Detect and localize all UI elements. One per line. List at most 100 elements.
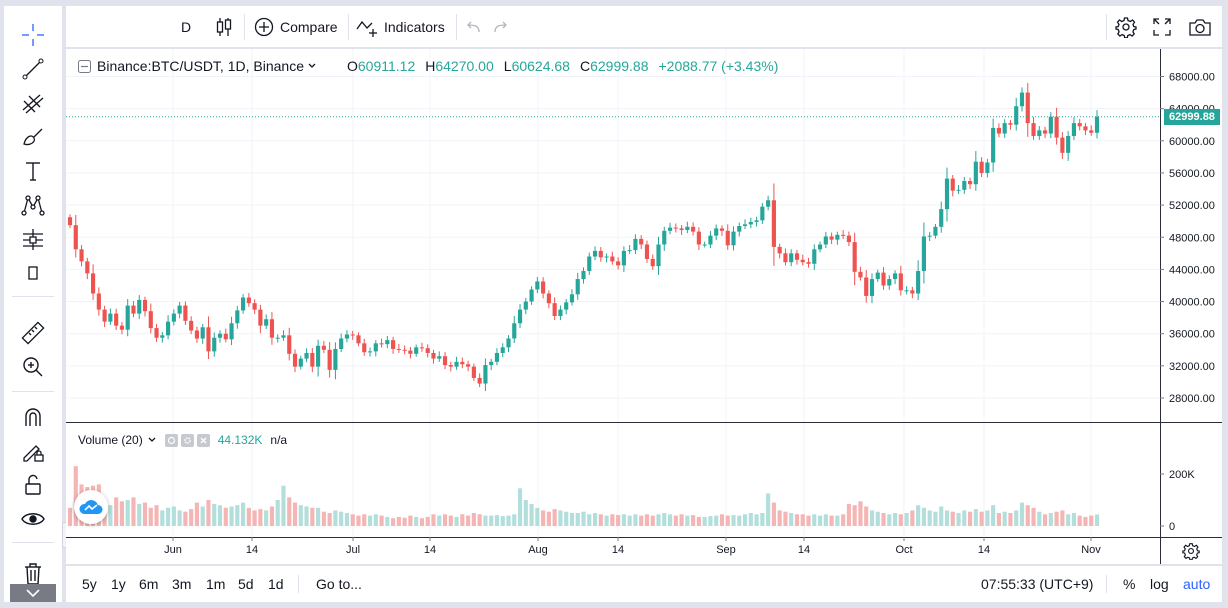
range-1y[interactable]: 1y — [111, 576, 126, 592]
measure-tool[interactable] — [4, 318, 62, 348]
chart-area[interactable]: 68000.0064000.0060000.0056000.0052000.00… — [66, 49, 1222, 564]
eye-icon[interactable] — [164, 433, 178, 447]
volume-bar — [142, 502, 148, 526]
chevron-down-icon[interactable] — [147, 436, 157, 444]
range-1d[interactable]: 1d — [268, 576, 284, 592]
volume-bar — [979, 511, 984, 526]
time-tick-label: Jul — [346, 544, 360, 556]
chevron-down-icon — [26, 589, 40, 598]
volume-bar — [298, 505, 303, 526]
measure-projection-tool[interactable] — [4, 224, 62, 254]
volume-bar — [223, 507, 228, 526]
volume-bar — [177, 510, 182, 526]
candle-body — [350, 334, 355, 336]
stay-in-drawing-mode-tool[interactable] — [4, 436, 62, 466]
hide-drawings-tool[interactable] — [4, 504, 62, 534]
chart-type-button[interactable] — [206, 6, 242, 48]
volume-bar — [333, 510, 338, 526]
candle-body — [200, 327, 205, 339]
volume-title[interactable]: Volume (20) — [78, 433, 143, 447]
auto-scale-toggle[interactable]: auto — [1183, 576, 1211, 592]
settings-button[interactable] — [1110, 6, 1142, 48]
volume-bar — [719, 514, 725, 526]
volume-value: 44.132K — [217, 433, 263, 447]
volume-bar — [448, 515, 453, 526]
volume-bar — [817, 515, 823, 526]
collapse-toolbar-button[interactable] — [10, 584, 56, 602]
fullscreen-button[interactable] — [1146, 6, 1178, 48]
range-1m[interactable]: 1m — [206, 576, 226, 592]
volume-bar — [956, 513, 961, 526]
candle-body — [835, 234, 840, 240]
symbol-title[interactable]: Binance:BTC/USDT, 1D, Binance — [97, 58, 304, 74]
logo-badge[interactable] — [74, 490, 108, 524]
volume-bar — [292, 502, 298, 526]
collapse-legend-icon[interactable] — [78, 59, 91, 73]
undo-button[interactable] — [460, 6, 486, 48]
shapes-tool[interactable] — [4, 258, 62, 288]
volume-bar — [881, 513, 886, 526]
candle-body — [356, 335, 361, 344]
close-value: 62999.88 — [590, 58, 649, 74]
candle-body — [264, 319, 269, 326]
volume-bar — [1014, 510, 1019, 526]
candle-body — [569, 294, 575, 303]
brush-tool[interactable] — [4, 122, 62, 152]
volume-bar — [973, 509, 978, 526]
range-5y[interactable]: 5y — [82, 576, 97, 592]
candle-body — [379, 343, 384, 345]
pattern-tool[interactable] — [4, 190, 62, 220]
candle-body — [529, 289, 534, 302]
range-5d[interactable]: 5d — [238, 576, 254, 592]
interval-button[interactable]: D — [168, 6, 204, 48]
volume-bar — [344, 513, 350, 526]
gear-icon — [1182, 542, 1200, 560]
time-axis-settings-button[interactable] — [1160, 537, 1222, 564]
lock-drawings-tool[interactable] — [4, 470, 62, 500]
redo-button[interactable] — [488, 6, 514, 48]
log-scale-toggle[interactable]: log — [1150, 576, 1169, 592]
candle-body — [892, 273, 898, 280]
gear-icon[interactable] — [180, 433, 194, 447]
magnet-tool[interactable] — [4, 402, 62, 432]
snapshot-button[interactable] — [1182, 6, 1218, 48]
range-6m[interactable]: 6m — [139, 576, 159, 592]
indicators-button[interactable]: Indicators — [354, 6, 454, 48]
candle-body — [794, 253, 800, 260]
close-icon[interactable] — [196, 433, 210, 447]
volume-bar — [1066, 514, 1071, 526]
candle-body — [67, 217, 73, 226]
candle-body — [217, 333, 223, 338]
pitchfork-tool[interactable] — [4, 88, 62, 118]
eye-icon — [21, 513, 45, 525]
range-3m[interactable]: 3m — [172, 576, 192, 592]
compare-button[interactable]: Compare — [250, 6, 346, 48]
candle-body — [1048, 116, 1053, 134]
crosshair-icon — [22, 24, 44, 46]
last-price-label: 62999.88 — [1164, 108, 1220, 125]
time-tick-label: Jun — [164, 544, 182, 556]
timezone-clock[interactable]: 07:55:33 (UTC+9) — [981, 576, 1094, 592]
candle-body — [269, 319, 275, 338]
candle-body — [1077, 123, 1082, 127]
zoom-in-tool[interactable] — [4, 352, 62, 382]
volume-bar — [137, 503, 142, 526]
chevron-down-icon[interactable] — [307, 62, 317, 70]
volume-bar — [656, 514, 661, 526]
candle-body — [829, 236, 834, 240]
volume-bar — [431, 514, 436, 526]
text-tool[interactable] — [4, 156, 62, 186]
candle-body — [96, 293, 101, 310]
volume-bar — [708, 516, 713, 526]
volume-bar — [644, 514, 650, 526]
candle-body — [552, 303, 557, 317]
price-chart[interactable]: 68000.0064000.0060000.0056000.0052000.00… — [66, 49, 1222, 564]
crosshair-tool[interactable] — [4, 20, 62, 50]
volume-bar — [356, 515, 361, 526]
price-tick-label: 28000.00 — [1169, 393, 1215, 405]
trend-line-tool[interactable] — [4, 54, 62, 84]
goto-date-button[interactable]: Go to... — [316, 576, 362, 592]
candle-body — [477, 377, 482, 384]
percent-scale-toggle[interactable]: % — [1123, 576, 1136, 592]
volume-bar — [869, 510, 875, 526]
